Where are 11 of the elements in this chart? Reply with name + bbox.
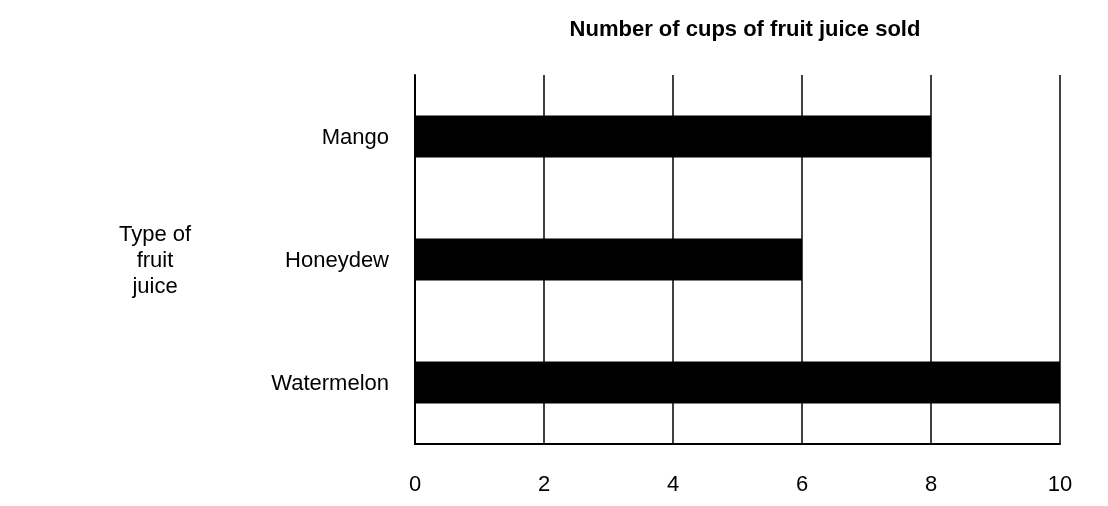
x-tick-label: 6 xyxy=(795,470,809,496)
x-tick-label: 4 xyxy=(666,470,680,496)
x-tick-label: 0 xyxy=(408,470,422,496)
x-tick-label: 10 xyxy=(1047,470,1073,496)
x-tick-label: 2 xyxy=(537,470,551,496)
x-tick-label: 8 xyxy=(924,470,938,496)
chart-title: Number of cups of fruit juice sold xyxy=(569,15,921,41)
y-tick-label: Watermelon xyxy=(271,370,389,395)
y-tick-label: Honeydew xyxy=(285,247,390,272)
y-axis-title: Type of fruit juice xyxy=(118,221,192,298)
y-tick-label: Mango xyxy=(321,124,389,149)
